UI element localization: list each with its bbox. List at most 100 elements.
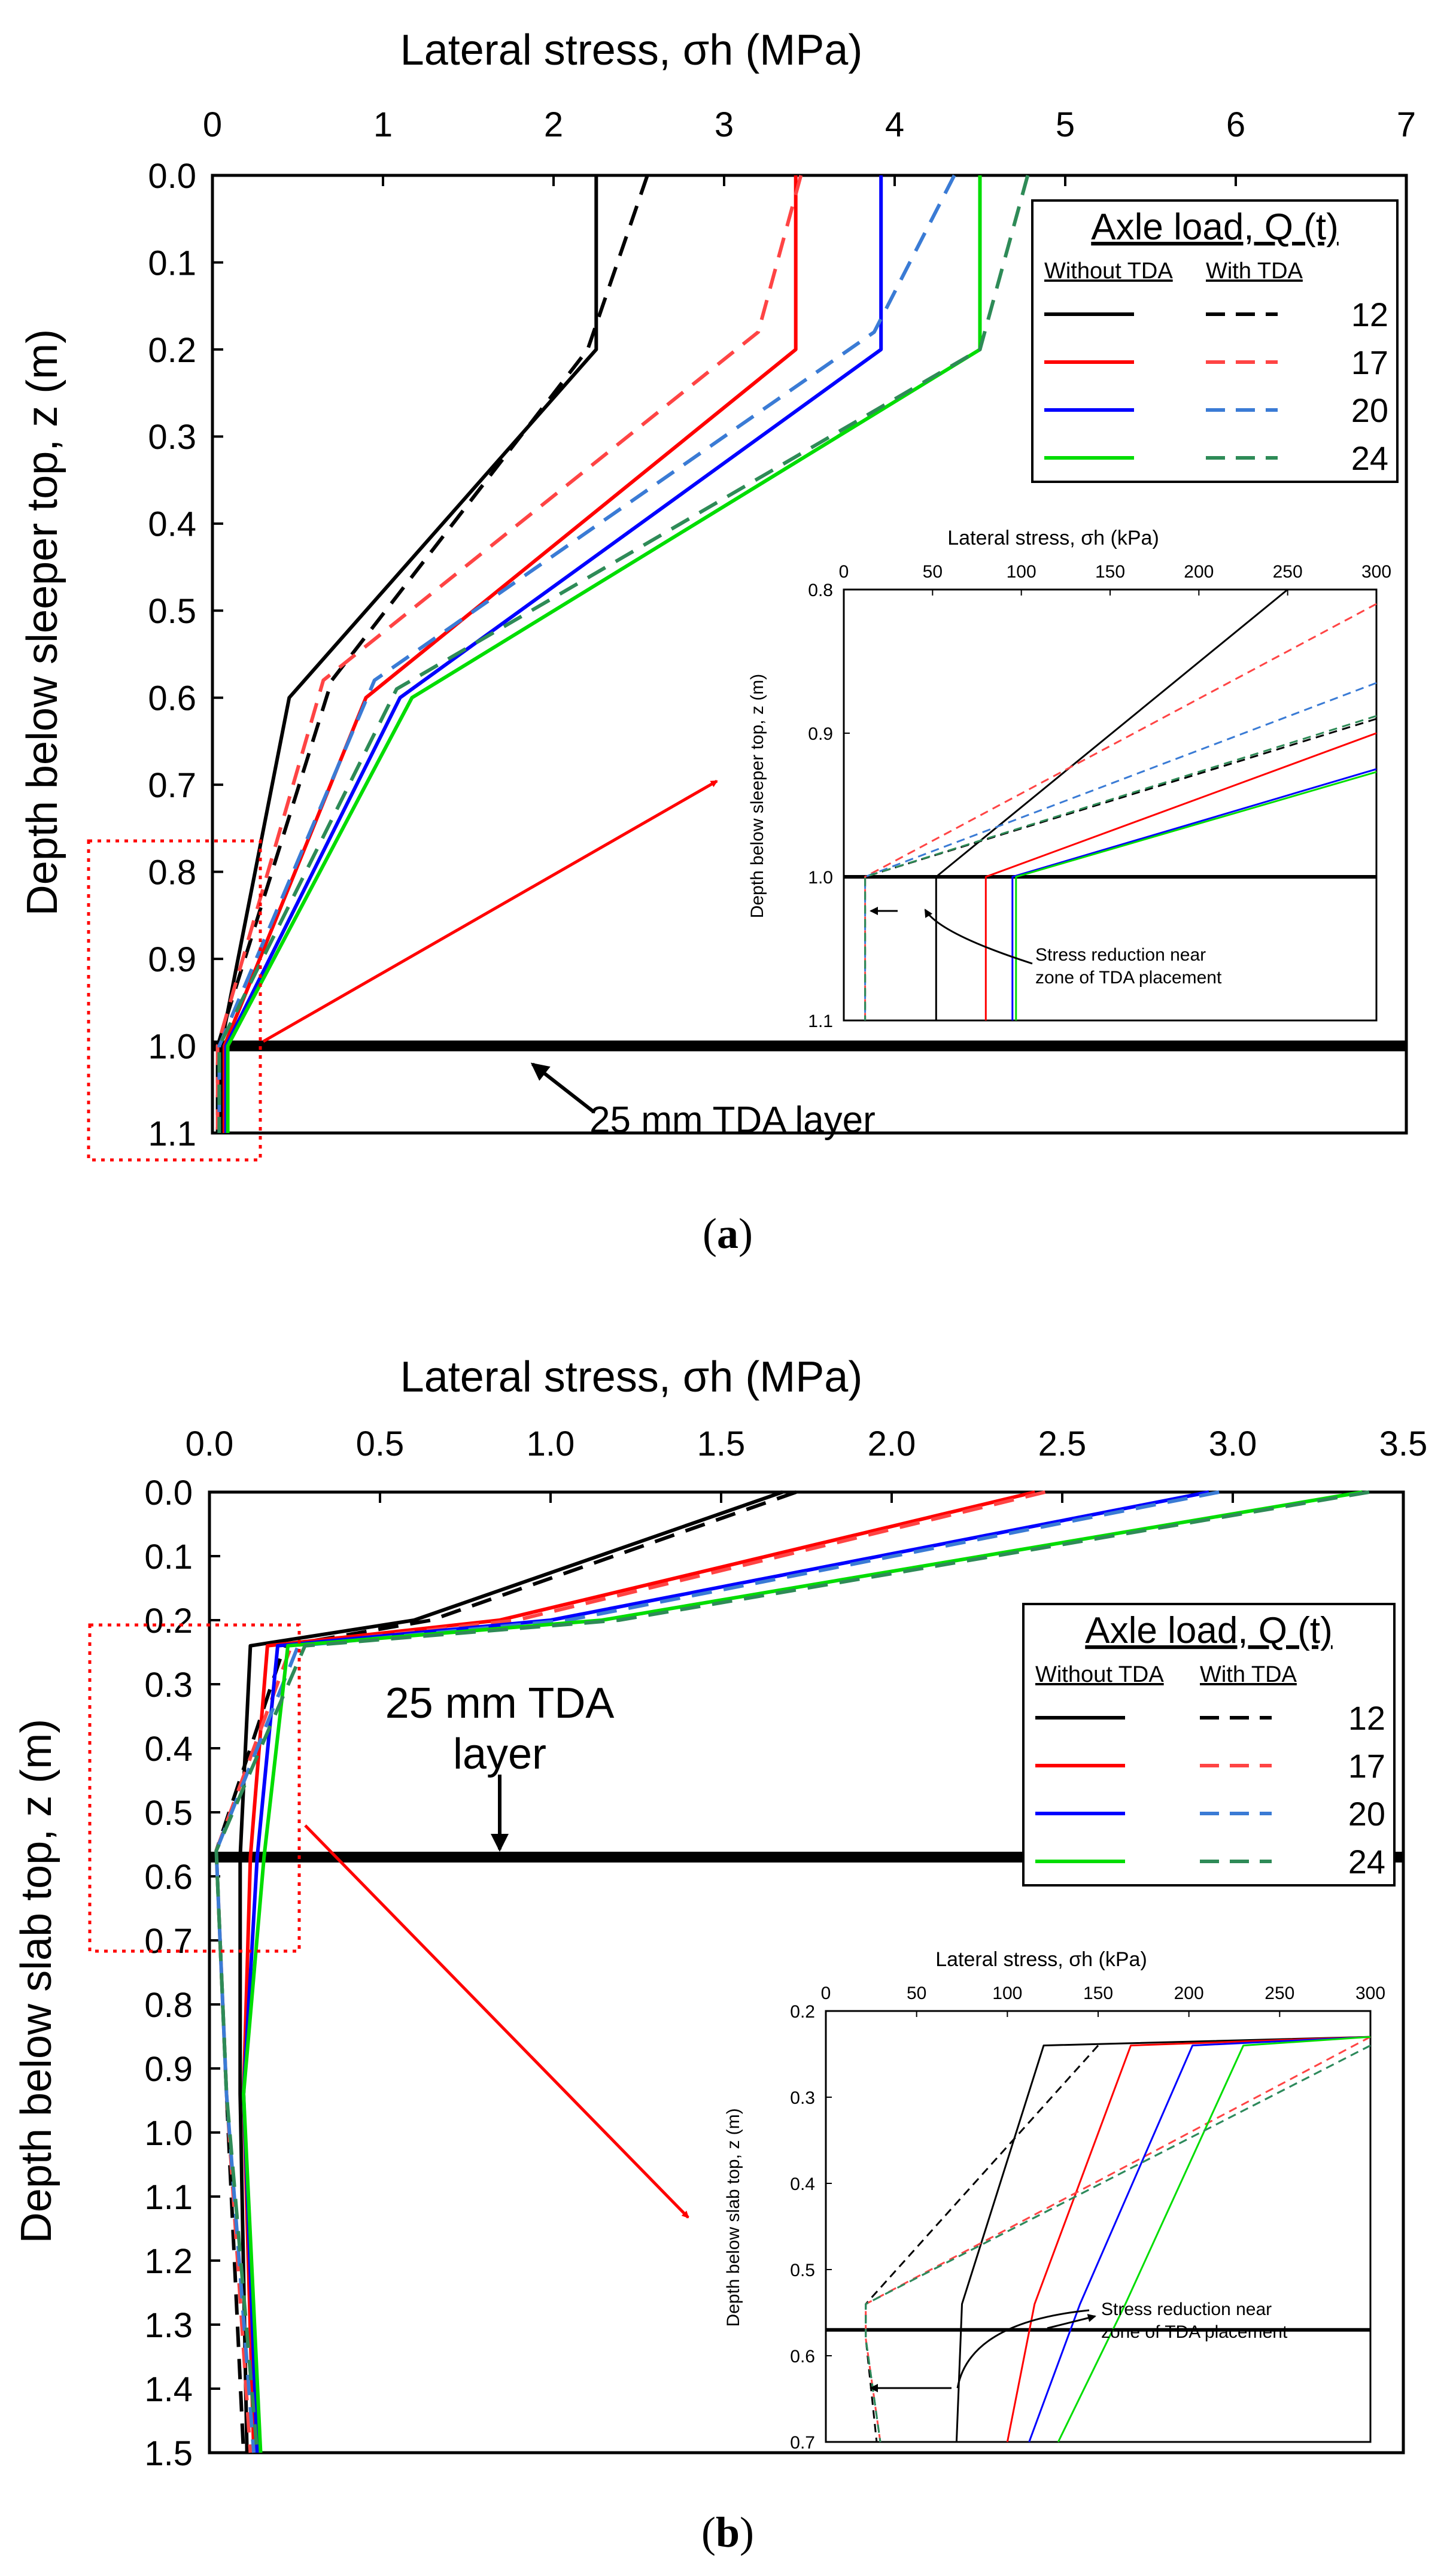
chart-b-legend-frame: [1022, 1603, 1396, 1887]
chart-b-y-tick-label: 0.2: [144, 1602, 193, 1641]
chart-a-inset-series-24-without-tda: [1015, 771, 1377, 1020]
chart-b-y-tick-label: 0.4: [144, 1730, 193, 1769]
chart-a-x-tick-label: 0: [203, 105, 222, 144]
chart-a-caption-letter: a: [717, 1210, 738, 1257]
chart-b-inset-x-tick-label: 150: [1083, 1983, 1113, 2003]
chart-a-inset-y-tick-label: 1.0: [808, 868, 833, 888]
chart-a-title: Lateral stress, σh (MPa): [400, 26, 863, 74]
chart-b-x-tick-labels: 0.0 0.5 1.0 1.5 2.0 2.5 3.0 3.5: [186, 1424, 1428, 1463]
chart-b-x-tick-label: 3.5: [1379, 1424, 1428, 1463]
chart-b-series-17-with-tda: [214, 1490, 1046, 2453]
chart-a-legend-rows: 12 17 20 24: [1044, 296, 1388, 477]
chart-b-inset-y-tick-label: 0.2: [790, 2002, 815, 2022]
chart-a-inset-series-20-with-tda: [864, 682, 1377, 1020]
chart-b-legend-col1: Without TDA: [1035, 1662, 1164, 1687]
chart-a-y-tick-label: 0.1: [148, 244, 196, 282]
chart-b-inset-series-17-without-tda: [1006, 2036, 1371, 2443]
chart-a-inset-x-tick-label: 250: [1273, 562, 1303, 582]
chart-a-x-tick-label: 6: [1226, 105, 1245, 144]
chart-a-inset-annotation-arrow: [924, 909, 1033, 965]
chart-b-inset-series-20-without-tda: [1028, 2036, 1371, 2443]
chart-b-y-tick-label: 0.3: [144, 1666, 193, 1705]
chart-b-inset-annotation-line2: zone of TDA placement: [1101, 2322, 1288, 2342]
chart-a-y-tick-label: 0.4: [148, 505, 196, 544]
chart-a-plot-frame: [211, 174, 1408, 1135]
chart-a-inset-x-tick-label: 100: [1007, 562, 1036, 582]
chart-a-series-12-with-tda: [215, 175, 649, 1133]
chart-a-x-tick-label: 1: [373, 105, 393, 144]
chart-a-legend-entry: 20: [1351, 391, 1388, 429]
chart-b-layer-label-line1: 25 mm TDA: [385, 1679, 615, 1727]
chart-a-inset-tick-marks: [843, 589, 1377, 1021]
chart-b-x-tick-label: 0.0: [186, 1424, 234, 1463]
chart-b-y-tick-label: 1.1: [144, 2178, 193, 2217]
chart-a-x-tick-label: 5: [1056, 105, 1075, 144]
chart-a-inset-x-tick-label: 50: [923, 562, 943, 582]
chart-a-inset-x-tick-label: 300: [1361, 562, 1391, 582]
chart-b-legend-entry: 20: [1348, 1795, 1385, 1833]
chart-b-x-tick-label: 2.5: [1038, 1424, 1087, 1463]
chart-b-y-label: Depth below slab top, z (m): [13, 1719, 60, 2243]
chart-b-inset-y-tick-labels: 0.2 0.3 0.4 0.5 0.6 0.7: [790, 2002, 815, 2453]
chart-a-legend-entry: 24: [1351, 439, 1388, 477]
chart-b-caption-letter: b: [716, 2508, 740, 2556]
chart-b-legend-entry: 17: [1348, 1747, 1385, 1785]
chart-b-inset-y-tick-label: 0.7: [790, 2433, 815, 2453]
chart-b-legend-entry: 24: [1348, 1843, 1385, 1881]
chart-b-y-tick-label: 1.2: [144, 2242, 193, 2281]
chart-b-inset-x-tick-label: 250: [1264, 1983, 1294, 2003]
chart-b-legend-col2: With TDA: [1200, 1662, 1297, 1687]
chart-b-y-tick-label: 1.5: [144, 2434, 193, 2473]
chart-a-x-tick-label: 4: [885, 105, 904, 144]
chart-b-inset-series-12-without-tda: [955, 2036, 1371, 2443]
chart-b-tick-marks: [208, 1491, 1405, 2454]
chart-a-inset-y-tick-label: 0.9: [808, 724, 833, 744]
chart-b-x-tick-label: 0.5: [356, 1424, 405, 1463]
chart-b-y-tick-label: 0.7: [144, 1922, 193, 1961]
chart-b-x-tick-label: 2.0: [868, 1424, 916, 1463]
chart-b-y-tick-label: 0.8: [144, 1986, 193, 2025]
chart-a-zoom-arrow: [262, 779, 718, 1043]
chart-b-inset-x-tick-labels: 0 50 100 150 200 250 300: [821, 1983, 1385, 2003]
chart-b-y-tick-label: 0.5: [144, 1794, 193, 1833]
chart-b-y-tick-label: 1.3: [144, 2306, 193, 2345]
chart-a-inset-series-17-with-tda: [864, 603, 1377, 1020]
chart-b-series-24-with-tda: [214, 1490, 1370, 2453]
chart-b-x-tick-label: 1.5: [697, 1424, 746, 1463]
chart-a-inset: Lateral stress, σh (kPa) 0 50 100 150 200 250…: [747, 527, 1391, 1031]
chart-b-inset-y-tick-label: 0.6: [790, 2347, 815, 2367]
chart-b-layer-label-line2: layer: [453, 1730, 546, 1778]
chart-b-y-tick-label: 1.4: [144, 2370, 193, 2409]
chart-a-y-tick-label: 0.8: [148, 853, 196, 892]
chart-a-x-tick-label: 7: [1397, 105, 1416, 144]
chart-a-inset-x-tick-label: 0: [839, 562, 849, 582]
chart-b-inset-annotation-line1: Stress reduction near: [1101, 2299, 1272, 2319]
chart-a-y-tick-label: 1.0: [148, 1027, 196, 1066]
chart-a-inset-y-tick-label: 0.8: [808, 581, 833, 600]
chart-b-legend-title: Axle load, Q (t): [1085, 1610, 1332, 1651]
chart-a-y-tick-label: 0.0: [148, 157, 196, 196]
chart-a-legend-col2: With TDA: [1206, 259, 1303, 284]
chart-b-legend: Axle load, Q (t) Without TDA With TDA 12…: [1022, 1603, 1396, 1887]
chart-a-inset-series-12-without-tda: [935, 588, 1288, 1020]
chart-a-legend-entry: 12: [1351, 296, 1388, 333]
chart-b-inset-y-tick-label: 0.3: [790, 2088, 815, 2108]
chart-b-inset-y-tick-label: 0.5: [790, 2261, 815, 2280]
chart-a-legend-title: Axle load, Q (t): [1091, 206, 1338, 248]
chart-b-inset-tick-marks: [825, 2010, 1371, 2443]
chart-b-y-tick-labels: 0.0 0.1 0.2 0.3 0.4 0.5 0.6 0.7 0.8 0.9 1.0 1.1 1.2 1…: [144, 1474, 193, 2473]
chart-a-x-tick-labels: 0 1 2 3 4 5 6 7: [203, 105, 1416, 144]
chart-b-y-tick-label: 0.9: [144, 2050, 193, 2089]
chart-a-y-tick-label: 0.6: [148, 679, 196, 718]
chart-b-series-24-without-tda: [242, 1490, 1363, 2453]
chart-b-inset-x-label: Lateral stress, σh (kPa): [935, 1948, 1147, 1971]
chart-a-inset-annotation-line2: zone of TDA placement: [1035, 968, 1222, 988]
chart-a-legend-entry: 17: [1351, 344, 1388, 381]
chart-b-title: Lateral stress, σh (MPa): [400, 1353, 863, 1401]
panel-b: Lateral stress, σh (MPa) 0.0 0.5 1.0 1.5 2.0…: [13, 1353, 1427, 2556]
chart-b-x-tick-label: 1.0: [527, 1424, 575, 1463]
chart-a-y-tick-label: 1.1: [148, 1114, 196, 1153]
chart-a-series-17-without-tda: [222, 175, 798, 1133]
chart-a-x-tick-label: 2: [544, 105, 563, 144]
